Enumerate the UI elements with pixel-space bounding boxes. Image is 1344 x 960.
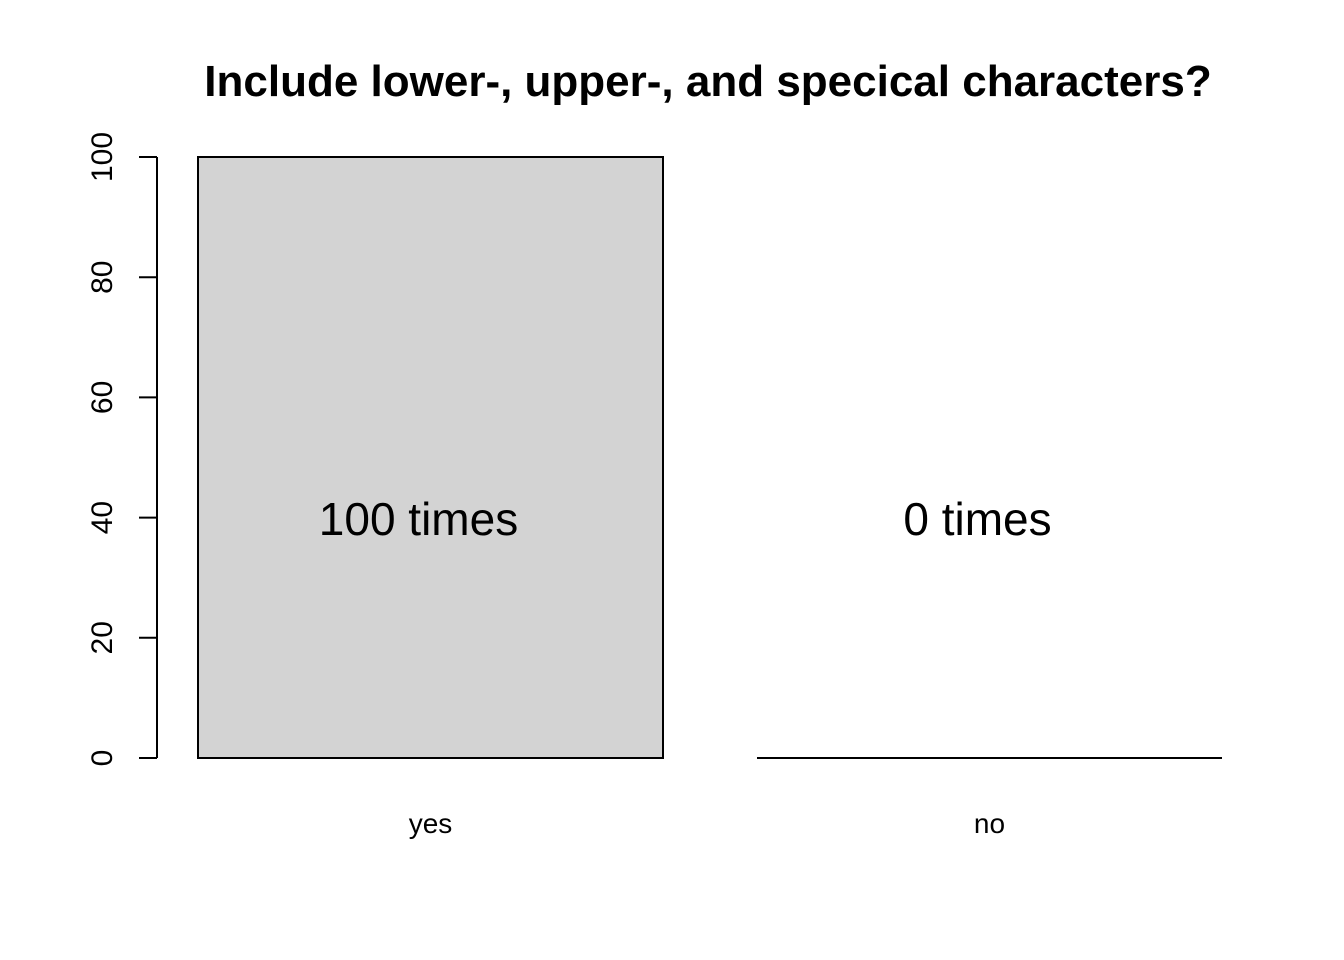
y-tick-label: 0 [86, 750, 119, 767]
y-tick-label: 60 [86, 381, 119, 414]
y-axis: 0 20 40 60 80 100 [86, 132, 158, 767]
bar-value-label: 0 times [903, 493, 1051, 545]
bar-value-label: 100 times [319, 493, 518, 545]
y-tick-label: 40 [86, 501, 119, 534]
bar-labels: 100 times 0 times [319, 493, 1052, 545]
y-tick-label: 20 [86, 621, 119, 654]
bar-yes [197, 156, 664, 759]
x-category-label: yes [409, 808, 453, 839]
x-axis-labels: yes no [409, 808, 1005, 839]
y-tick-label: 100 [86, 132, 119, 182]
bars [197, 156, 1222, 759]
chart-title: Include lower-, upper-, and specical cha… [204, 57, 1211, 106]
y-tick-label: 80 [86, 261, 119, 294]
x-category-label: no [974, 808, 1005, 839]
